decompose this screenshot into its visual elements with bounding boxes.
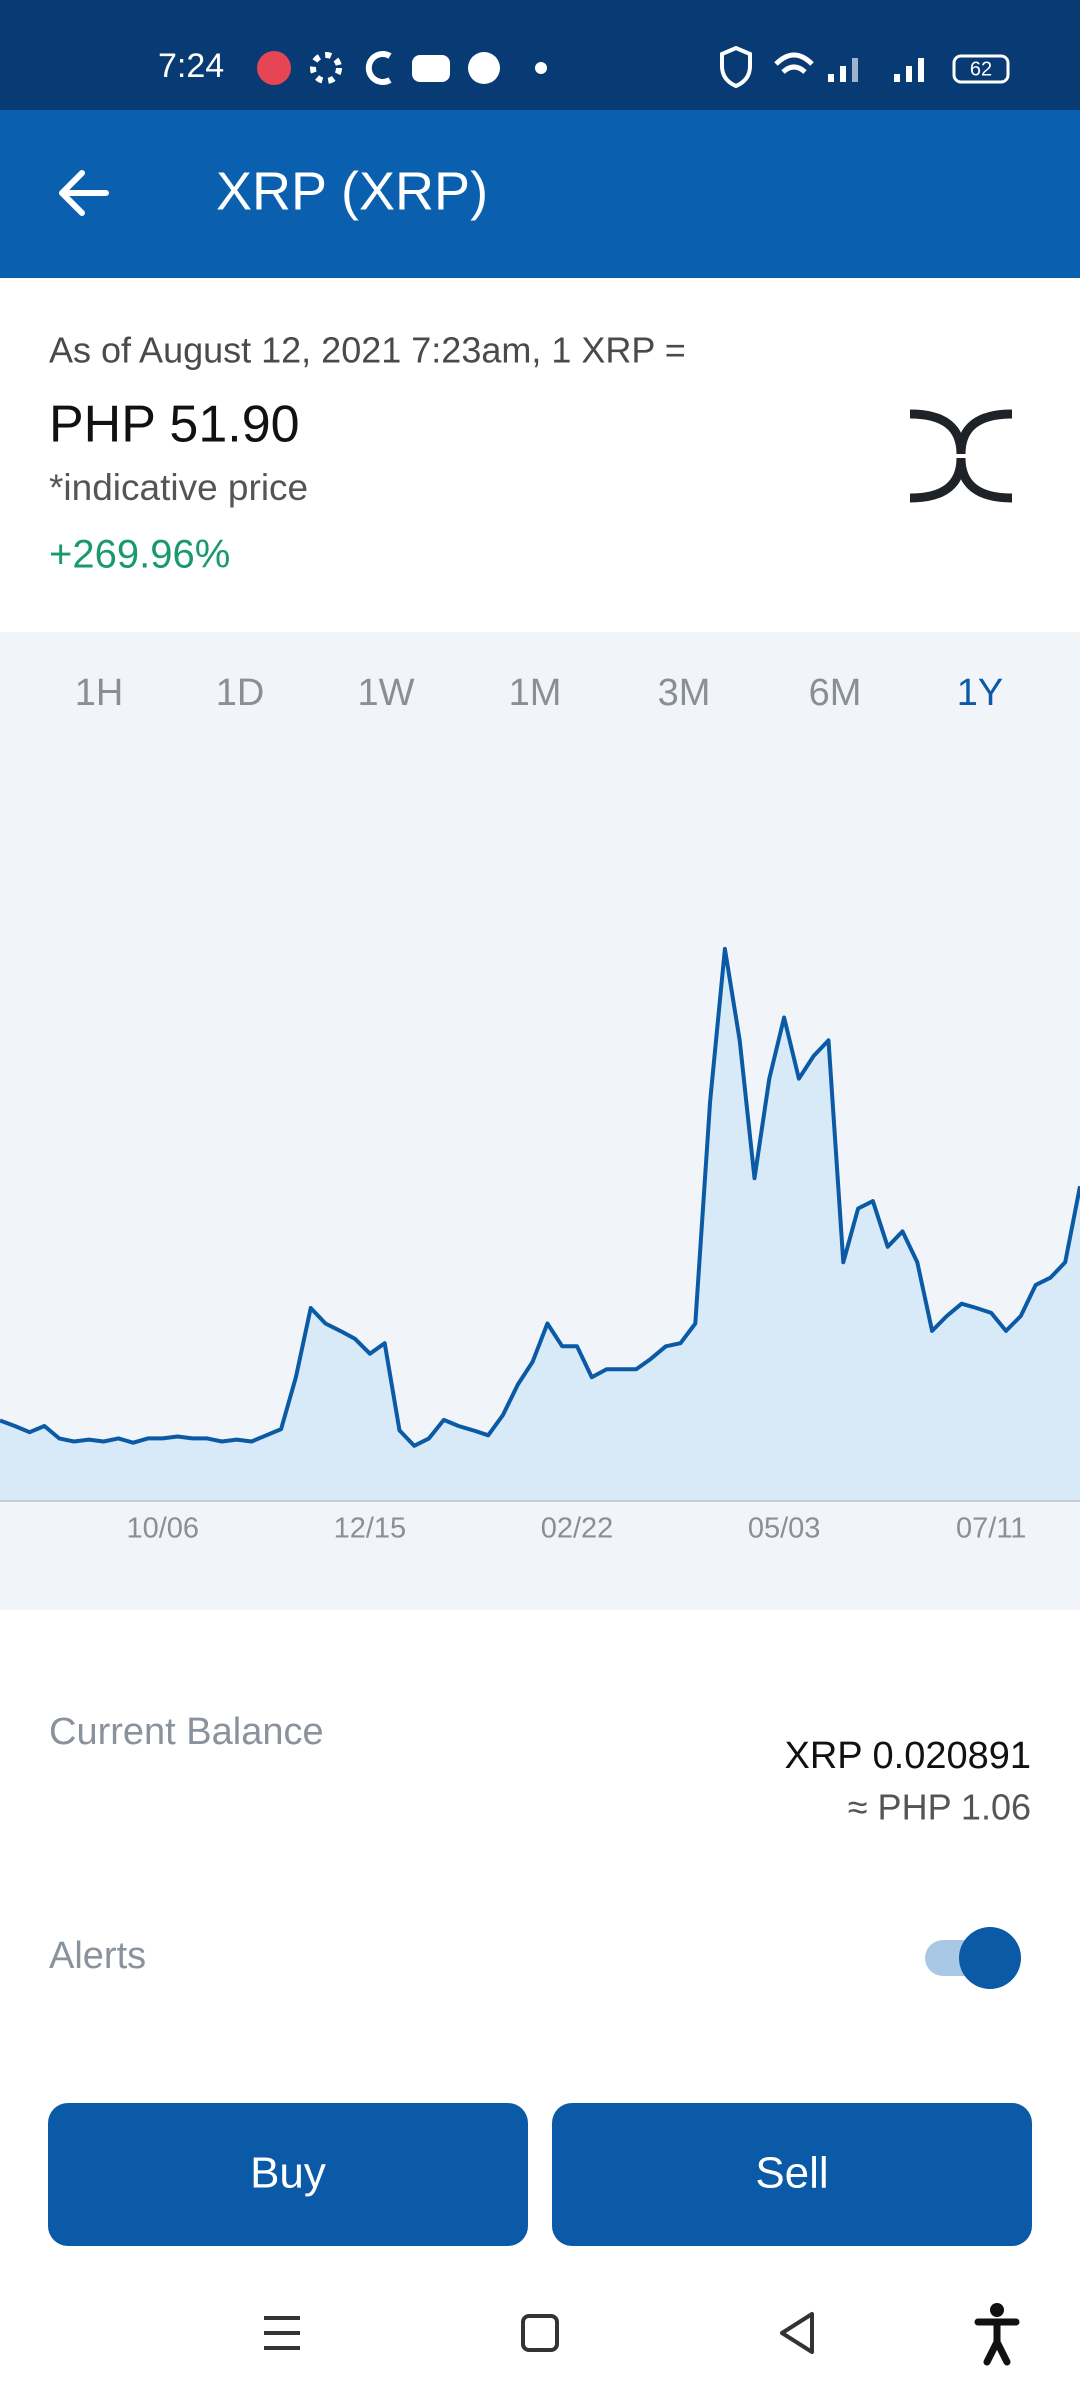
sell-button[interactable] bbox=[552, 2103, 1032, 2246]
price-change: +269.96% bbox=[49, 533, 230, 577]
signal-icon bbox=[918, 58, 924, 82]
balance-label: Current Balance bbox=[49, 1711, 324, 1753]
back-button[interactable] bbox=[59, 170, 109, 216]
range-tab[interactable]: 1Y bbox=[957, 672, 1003, 714]
price-area bbox=[0, 948, 1080, 1501]
alerts-toggle[interactable] bbox=[925, 1927, 1021, 1989]
price: PHP 51.90 bbox=[49, 396, 300, 454]
status-icon bbox=[365, 51, 392, 85]
signal-icon bbox=[894, 74, 900, 82]
status-icon bbox=[412, 55, 450, 82]
range-tab[interactable]: 3M bbox=[658, 672, 711, 714]
battery-level: 62 bbox=[970, 58, 992, 80]
signal-icon bbox=[852, 58, 858, 82]
battery-icon bbox=[952, 54, 1010, 84]
signal-icon bbox=[840, 66, 846, 82]
price-line bbox=[0, 946, 1080, 1448]
xrp-logo bbox=[909, 409, 1013, 503]
x-tick-label: 02/22 bbox=[541, 1513, 614, 1545]
status-icon bbox=[468, 52, 500, 84]
accessibility-body bbox=[974, 2318, 1020, 2366]
toggle-knob bbox=[959, 1927, 1021, 1989]
sell-label: Sell bbox=[755, 2149, 828, 2198]
x-tick-label: 05/03 bbox=[748, 1513, 821, 1545]
range-tab[interactable]: 6M bbox=[809, 672, 862, 714]
signal-icon bbox=[828, 74, 834, 82]
price-note: *indicative price bbox=[49, 467, 308, 508]
alerts-label: Alerts bbox=[49, 1935, 146, 1977]
accessibility-head bbox=[990, 2303, 1004, 2317]
page-title: XRP (XRP) bbox=[216, 161, 488, 221]
status-icon bbox=[257, 51, 291, 85]
x-tick-label: 07/11 bbox=[956, 1513, 1026, 1545]
buy-label: Buy bbox=[250, 2149, 326, 2198]
nav-accessibility[interactable] bbox=[974, 2303, 1020, 2366]
status-bar bbox=[0, 0, 1080, 110]
balance-converted: ≈ PHP 1.06 bbox=[848, 1787, 1031, 1828]
nav-home[interactable] bbox=[521, 2314, 559, 2352]
signal-icon bbox=[906, 66, 912, 82]
status-icon bbox=[535, 62, 547, 74]
buy-button[interactable] bbox=[48, 2103, 528, 2246]
nav-back[interactable] bbox=[780, 2312, 814, 2354]
x-tick-label: 12/15 bbox=[334, 1513, 407, 1545]
status-icon bbox=[310, 52, 342, 84]
wifi-icon bbox=[774, 52, 814, 74]
range-tab[interactable]: 1M bbox=[509, 672, 562, 714]
app-bar bbox=[0, 110, 1080, 278]
range-tab[interactable]: 1D bbox=[216, 672, 265, 714]
range-tab[interactable]: 1W bbox=[358, 672, 415, 714]
status-icon bbox=[720, 45, 752, 89]
balance-amount: XRP 0.020891 bbox=[785, 1735, 1032, 1777]
status-time: 7:24 bbox=[158, 47, 224, 85]
nav-menu[interactable] bbox=[264, 2316, 300, 2350]
x-tick-label: 10/06 bbox=[126, 1513, 199, 1545]
range-tab[interactable]: 1H bbox=[75, 672, 124, 714]
as-of-text: As of August 12, 2021 7:23am, 1 XRP = bbox=[49, 330, 686, 371]
